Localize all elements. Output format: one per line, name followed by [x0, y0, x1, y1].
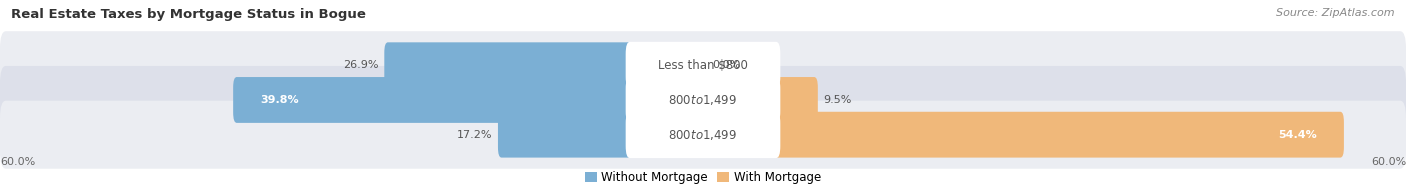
FancyBboxPatch shape: [626, 42, 780, 89]
Legend: Without Mortgage, With Mortgage: Without Mortgage, With Mortgage: [581, 166, 825, 189]
Text: 54.4%: 54.4%: [1278, 130, 1317, 140]
FancyBboxPatch shape: [626, 111, 780, 158]
Text: 26.9%: 26.9%: [343, 60, 378, 70]
Text: Real Estate Taxes by Mortgage Status in Bogue: Real Estate Taxes by Mortgage Status in …: [11, 8, 366, 21]
Text: $800 to $1,499: $800 to $1,499: [668, 93, 738, 107]
FancyBboxPatch shape: [0, 66, 1406, 134]
Text: 17.2%: 17.2%: [457, 130, 492, 140]
FancyBboxPatch shape: [700, 77, 818, 123]
Text: Source: ZipAtlas.com: Source: ZipAtlas.com: [1277, 8, 1395, 18]
Text: 60.0%: 60.0%: [1371, 157, 1406, 167]
Text: 60.0%: 60.0%: [0, 157, 35, 167]
Text: 39.8%: 39.8%: [260, 95, 298, 105]
FancyBboxPatch shape: [0, 101, 1406, 169]
FancyBboxPatch shape: [384, 42, 707, 88]
Text: $800 to $1,499: $800 to $1,499: [668, 128, 738, 142]
Text: 9.5%: 9.5%: [824, 95, 852, 105]
FancyBboxPatch shape: [700, 112, 1344, 158]
Text: 0.0%: 0.0%: [713, 60, 741, 70]
FancyBboxPatch shape: [498, 112, 707, 158]
FancyBboxPatch shape: [0, 31, 1406, 99]
Text: Less than $800: Less than $800: [658, 59, 748, 72]
FancyBboxPatch shape: [626, 77, 780, 123]
FancyBboxPatch shape: [233, 77, 707, 123]
